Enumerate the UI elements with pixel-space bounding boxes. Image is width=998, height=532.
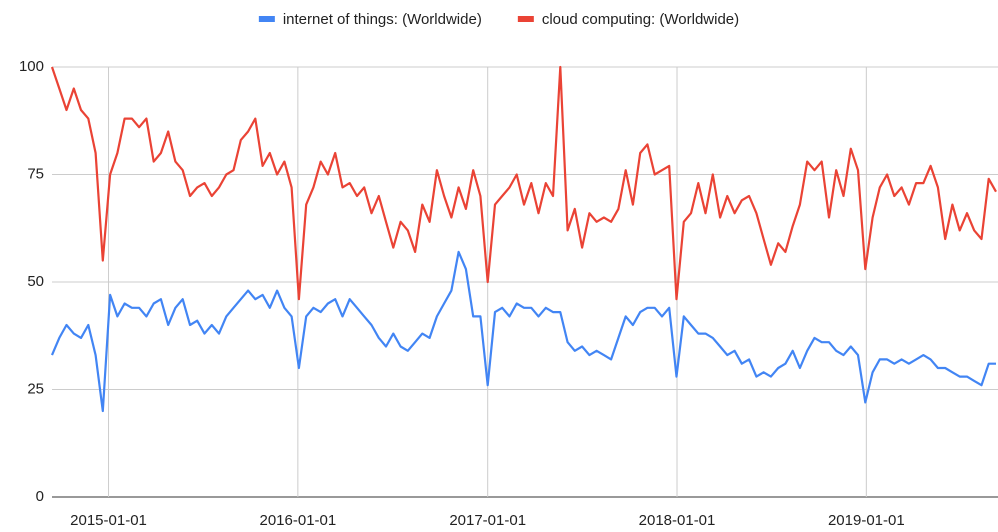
- y-tick-label: 50: [27, 273, 44, 290]
- legend-swatch: [258, 16, 275, 22]
- y-tick-label: 25: [27, 380, 44, 397]
- line-series: [50, 65, 997, 301]
- y-tick-label: 75: [27, 165, 44, 182]
- x-tick-label: 2017-01-01: [449, 512, 526, 529]
- x-tick-label: 2019-01-01: [828, 512, 905, 529]
- legend-label: internet of things: (Worldwide): [283, 11, 482, 28]
- y-tick-label: 100: [19, 58, 44, 75]
- legend-swatch: [517, 16, 534, 22]
- x-tick-label: 2018-01-01: [639, 512, 716, 529]
- x-tick-label: 2016-01-01: [259, 512, 336, 529]
- line-series: [50, 250, 996, 413]
- legend-label: cloud computing: (Worldwide): [542, 11, 739, 28]
- x-tick-label: 2015-01-01: [70, 512, 147, 529]
- y-tick-label: 0: [36, 488, 44, 505]
